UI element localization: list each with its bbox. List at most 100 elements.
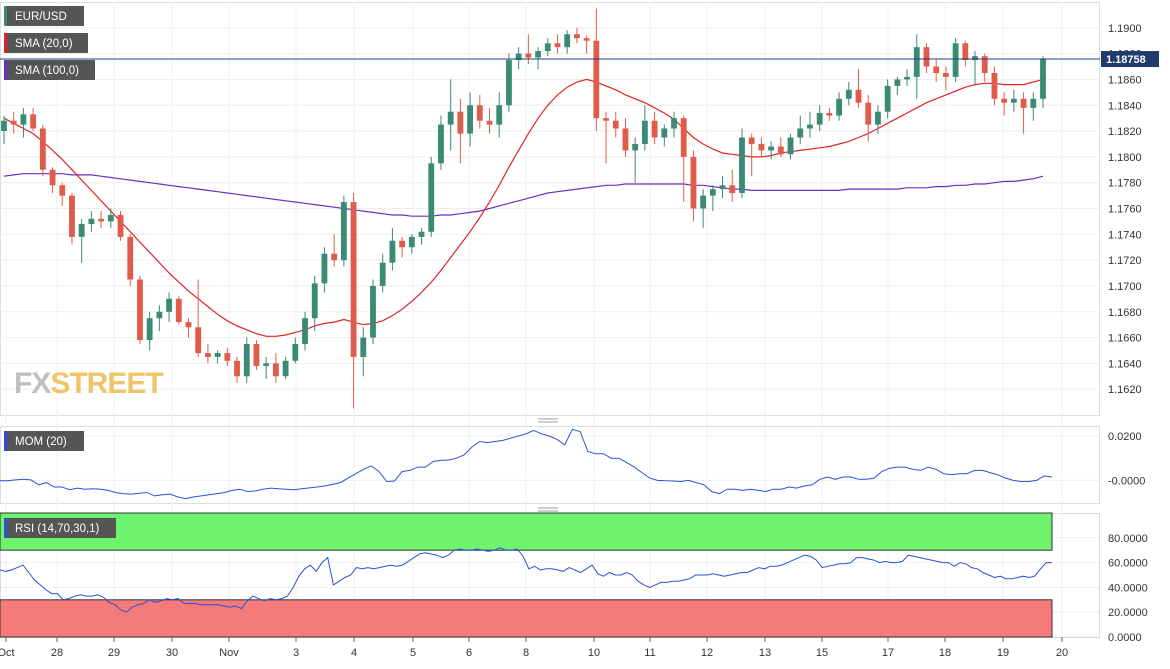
candle-body [10, 120, 17, 125]
price-tick-label: 1.1800 [1108, 152, 1142, 164]
candle-body [942, 72, 949, 77]
candle [564, 30, 571, 54]
sma100-line-layer [3, 173, 1044, 217]
candle [146, 311, 153, 351]
candle-body [59, 185, 66, 196]
candle [321, 247, 328, 293]
price-tick-label: 1.1640 [1108, 358, 1142, 370]
time-tick-label: 4 [351, 647, 357, 659]
candle-body [709, 189, 716, 196]
candle-body [875, 111, 881, 125]
legend-momentum-bg [4, 431, 84, 451]
legend-rsi-swatch [4, 518, 7, 538]
time-tick-label: 13 [759, 647, 771, 659]
candle-body [205, 353, 211, 357]
candle [127, 234, 134, 286]
candle [787, 133, 794, 160]
candle-body [78, 223, 85, 237]
legend-rsi-text: RSI (14,70,30,1) [15, 523, 100, 535]
candle-body [603, 118, 609, 121]
candle [39, 124, 46, 177]
candle [942, 66, 949, 90]
candle-body [234, 360, 240, 377]
candle-body [972, 56, 978, 61]
candle [418, 227, 425, 245]
candle-body [991, 72, 998, 99]
candle-body [146, 318, 153, 341]
candle-body [622, 128, 629, 151]
candle [535, 47, 541, 70]
candle [690, 150, 697, 222]
candle-body [797, 128, 804, 138]
time-tick-label: 3 [293, 647, 299, 659]
candle [486, 107, 493, 134]
candle [651, 111, 658, 144]
candle-body [30, 114, 37, 129]
legend-rsi[interactable]: RSI (14,70,30,1) [4, 518, 116, 538]
candle-body [845, 89, 852, 99]
legend-sma20-text: SMA (20,0) [15, 38, 73, 50]
candle-body [680, 118, 687, 157]
candle [175, 296, 182, 325]
candle-body [49, 169, 56, 186]
candle [680, 115, 687, 203]
candle-body [826, 112, 833, 116]
candle-body [331, 253, 338, 261]
legend-momentum[interactable]: MOM (20) [4, 431, 84, 451]
candle-body [379, 262, 386, 286]
candle [573, 27, 580, 44]
legend-sma20[interactable]: SMA (20,0) [4, 33, 88, 53]
time-tick-label: Oct [0, 647, 15, 659]
candle-body [214, 353, 221, 357]
candle [166, 292, 172, 323]
candle-body [224, 353, 231, 361]
time-tick-label: 8 [523, 647, 529, 659]
candle [962, 40, 969, 67]
legend-symbol[interactable]: EUR/USD [4, 6, 84, 26]
candle-body [535, 51, 541, 58]
candle-body [739, 137, 745, 194]
candle [49, 167, 56, 194]
candle-body [952, 43, 959, 77]
candle-body [428, 163, 435, 232]
candle [865, 94, 872, 142]
candle [1001, 92, 1008, 116]
mom-tick-label: -0.0000 [1108, 475, 1145, 487]
legend-momentum-swatch [4, 431, 7, 451]
panel-frame-2 [0, 426, 1100, 504]
label-layer[interactable]: EUR/USD SMA (20,0) SMA (100,0) MOM (20) RSI … [4, 6, 116, 538]
candle-body [175, 298, 182, 323]
candle [399, 236, 406, 258]
candle [583, 35, 590, 54]
price-tick-label: 1.1900 [1108, 23, 1142, 35]
time-tick-label: 10 [588, 647, 600, 659]
candle [224, 347, 231, 366]
candle [603, 111, 609, 164]
candle [360, 327, 367, 377]
time-tick-label: Nov [219, 647, 239, 659]
candle [20, 107, 27, 138]
candle-body [865, 102, 872, 125]
sma100-line [3, 173, 1044, 217]
candle [554, 34, 561, 54]
candle-body [340, 202, 347, 261]
legend-sma100[interactable]: SMA (100,0) [4, 60, 95, 80]
candle [30, 107, 37, 132]
candle-body [476, 105, 483, 121]
candle [214, 350, 221, 364]
candle [1, 115, 7, 144]
candle-body [836, 98, 842, 116]
candle [107, 208, 114, 228]
candle-body [408, 236, 415, 248]
candle [700, 189, 707, 228]
candle [894, 76, 901, 95]
candle-body [758, 143, 765, 151]
candle [98, 211, 105, 228]
candle-body [1010, 98, 1017, 103]
legend-symbol-bg [4, 6, 84, 26]
candle-body [321, 253, 328, 284]
rsi-tick-label: 80.0000 [1108, 533, 1148, 545]
mom-tick-label: 0.0200 [1108, 431, 1142, 443]
candle-body [447, 111, 454, 125]
